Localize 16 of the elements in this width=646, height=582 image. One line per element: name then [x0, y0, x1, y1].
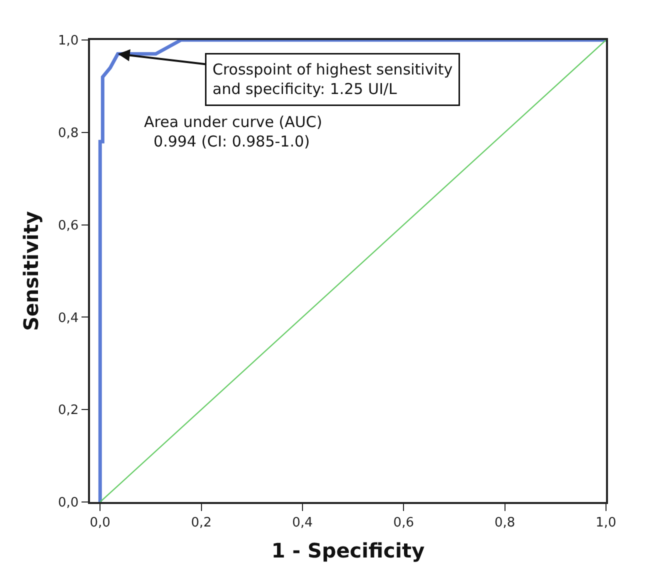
y-tick-label: 0,6: [58, 218, 79, 234]
x-tick-label: 0,0: [90, 515, 110, 530]
y-axis-title: Sensitivity: [18, 211, 43, 331]
y-tick-label: 0,4: [58, 310, 79, 326]
y-tick-label: 1,0: [58, 34, 79, 49]
annotation: Area under curve (AUC) 0.994 (CI: 0.985-1.0): [144, 113, 322, 150]
y-tick-label: 0,2: [58, 403, 79, 418]
x-axis-title: 1 - Specificity: [271, 538, 425, 562]
annotation: Crosspoint of highest sensitivity and specificity: 1.25 UI/L: [212, 60, 453, 98]
y-tick-label: 0,0: [58, 496, 79, 511]
x-tick-label: 0,6: [393, 515, 414, 530]
y-tick-label: 0,8: [58, 126, 79, 141]
x-tick-label: 0,4: [292, 515, 313, 530]
x-tick-label: 0,2: [190, 515, 212, 530]
x-tick-label: 0,8: [494, 515, 516, 530]
x-tick-label: 1,0: [596, 515, 616, 530]
